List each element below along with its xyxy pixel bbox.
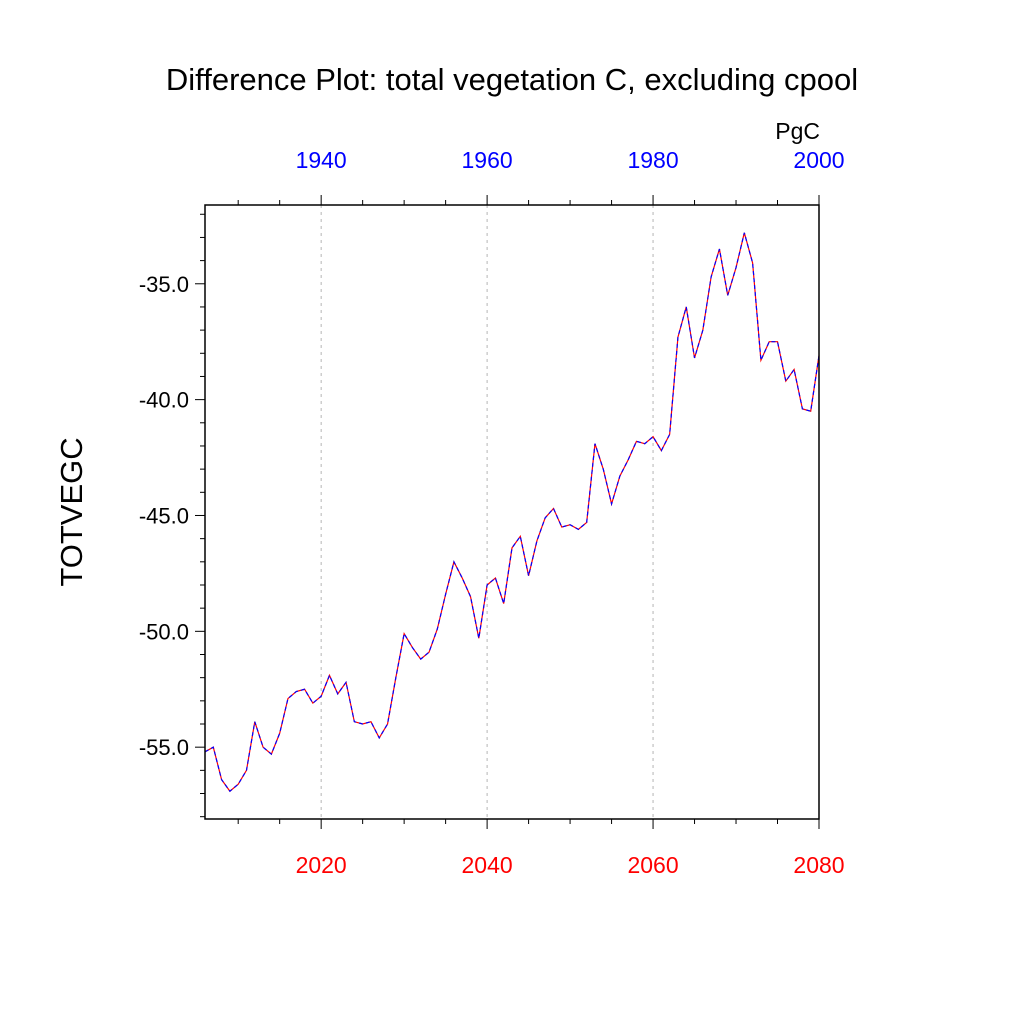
x-bottom-tick-label: 2080 [793,852,844,878]
x-top-tick-label: 2000 [793,147,844,173]
series-line [204,232,820,793]
x-top-tick-label: 1940 [296,147,347,173]
series-layer [204,232,820,793]
y-tick-label: -40.0 [139,388,189,413]
x-bottom-tick-label: 2040 [462,852,513,878]
units-label: PgC [775,118,820,144]
x-top-tick-label: 1960 [462,147,513,173]
y-tick-label: -50.0 [139,619,189,644]
series-line-overlay [204,232,820,793]
y-tick-label: -35.0 [139,272,189,297]
y-axis-label: TOTVEGC [54,437,89,586]
x-bottom-tick-label: 2060 [627,852,678,878]
x-top-tick-label: 1980 [627,147,678,173]
plot-frame [204,204,820,820]
chart-title: Difference Plot: total vegetation C, exc… [166,62,858,97]
grid-layer [320,205,654,819]
y-tick-label: -55.0 [139,735,189,760]
tick-layer [195,195,820,829]
x-bottom-tick-label: 2020 [296,852,347,878]
y-tick-label: -45.0 [139,503,189,528]
label-layer: -55.0 -50.0 -45.0 -40.0 -35.0 2020 2040 2060 208… [139,147,845,878]
